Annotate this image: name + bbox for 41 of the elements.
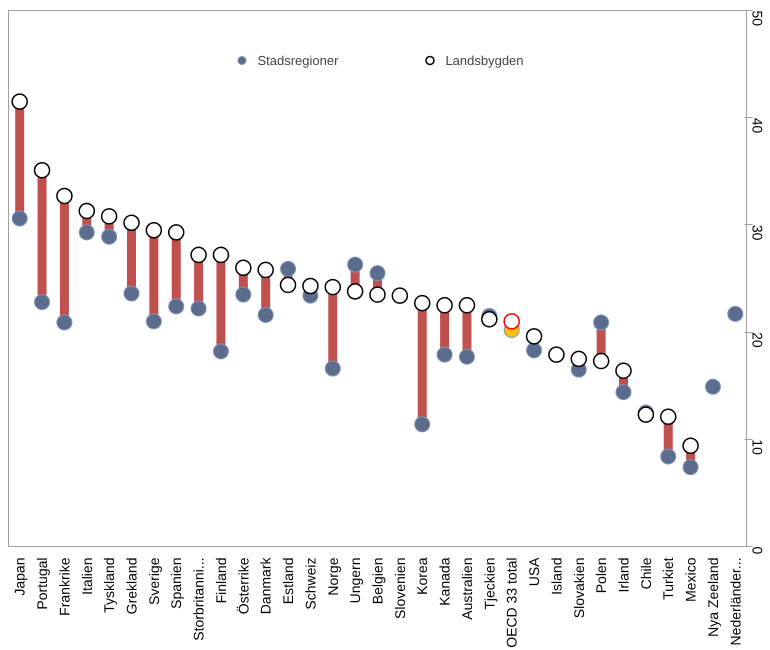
- x-tick-label: Tjeckien: [481, 557, 498, 610]
- x-tick-label: Italien: [78, 558, 95, 595]
- x-tick-label: Slovakien: [570, 558, 587, 618]
- x-tick-label: Norge: [324, 557, 341, 596]
- x-tick-label: Belgien: [370, 558, 386, 604]
- y-tick-label: 30: [750, 224, 766, 241]
- x-tick-label: Storbritanni...: [190, 557, 207, 641]
- x-tick-label: Grekland: [124, 557, 140, 614]
- x-tick-label: Kanada: [436, 557, 453, 606]
- x-tick-label: Estland: [280, 557, 296, 604]
- x-tick-label: Nya Zeeland: [704, 557, 721, 637]
- x-tick-label: Korea: [414, 557, 430, 595]
- x-tick-label: Österrike: [235, 557, 252, 614]
- x-tick-label: Finland: [212, 557, 229, 604]
- y-tick-label: 20: [750, 332, 766, 348]
- y-tick-label: 0: [750, 546, 766, 554]
- x-tick-label: Schweiz: [302, 557, 318, 610]
- x-tick-label: Portugal: [34, 557, 50, 610]
- x-tick-label: Japan: [12, 557, 28, 596]
- x-tick-label: Island: [548, 558, 564, 595]
- x-tick-label: USA: [526, 556, 542, 586]
- x-tick-label: Spanien: [168, 557, 184, 609]
- x-tick-label: Ungern: [347, 557, 364, 604]
- y-tick-label: 50: [750, 10, 766, 26]
- x-tick-label: Irland: [616, 557, 632, 593]
- y-tick-label: 40: [750, 118, 766, 134]
- x-tick-label: Tyskland: [101, 558, 118, 613]
- x-tick-label: Danmark: [258, 556, 274, 614]
- x-tick-label: Frankrike: [56, 557, 72, 616]
- x-tick-label: Chile: [638, 557, 654, 590]
- x-tick-label: Slovenien: [392, 557, 408, 619]
- x-tick-label: Sverige: [146, 557, 162, 605]
- legend-label: Landsbygden: [445, 52, 524, 68]
- x-tick-label: Polen: [593, 557, 610, 594]
- x-tick-label: OECD 33 total: [504, 557, 520, 648]
- x-tick-label: Mexico: [682, 557, 699, 602]
- x-tick-label: Turkiet: [660, 557, 676, 600]
- y-tick-label: 10: [750, 439, 766, 456]
- x-tick-label: Australien: [458, 557, 475, 620]
- x-tick-label: Nederländer...: [727, 557, 744, 646]
- legend-label: Stadsregioner: [257, 52, 338, 68]
